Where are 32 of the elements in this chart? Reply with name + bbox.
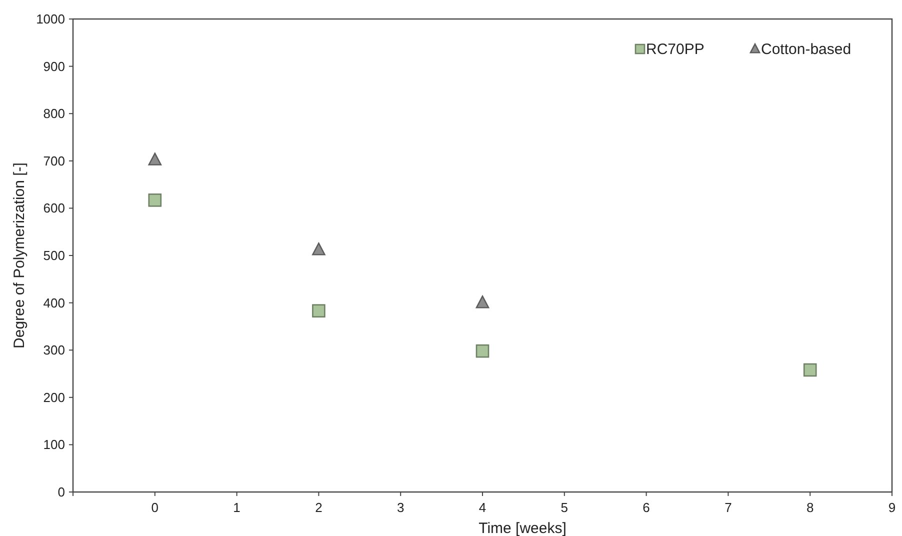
point	[312, 242, 326, 256]
x-tick-label: 4	[478, 500, 486, 515]
x-tick-label: 2	[315, 500, 322, 515]
y-axis-title: Degree of Polymerization [-]	[11, 162, 28, 348]
point	[312, 304, 326, 318]
y-tick-label: 800	[43, 106, 65, 122]
y-tick-label: 500	[43, 248, 65, 263]
y-tick-label: 100	[43, 437, 65, 452]
y-tick-label: 600	[43, 200, 65, 216]
point	[803, 363, 817, 377]
legend-label: Cotton-based	[761, 41, 852, 58]
y-tick-label: 300	[43, 342, 65, 358]
y-tick-label: 900	[43, 58, 65, 74]
legend-label: RC70PP	[646, 41, 704, 58]
x-axis-title: Time [weeks]	[478, 520, 566, 536]
x-tick-label: 1	[233, 500, 240, 515]
x-tick-label: 6	[642, 500, 650, 515]
x-tick-label: 0	[151, 500, 159, 515]
x-tick-label: 3	[396, 500, 404, 515]
x-tick-label: 8	[806, 500, 814, 515]
point	[148, 152, 162, 166]
point	[476, 344, 490, 358]
point	[476, 296, 490, 308]
x-tick-label: 7	[724, 500, 732, 515]
y-tick-label: 400	[43, 295, 65, 310]
x-tick-label: 5	[560, 500, 568, 515]
y-tick-label: 200	[43, 390, 65, 405]
y-tick-label: 1000	[36, 12, 65, 26]
point	[148, 194, 162, 207]
y-tick-label: 700	[43, 153, 65, 168]
y-tick-label: 0	[58, 484, 65, 500]
x-tick-label: 9	[888, 500, 896, 515]
